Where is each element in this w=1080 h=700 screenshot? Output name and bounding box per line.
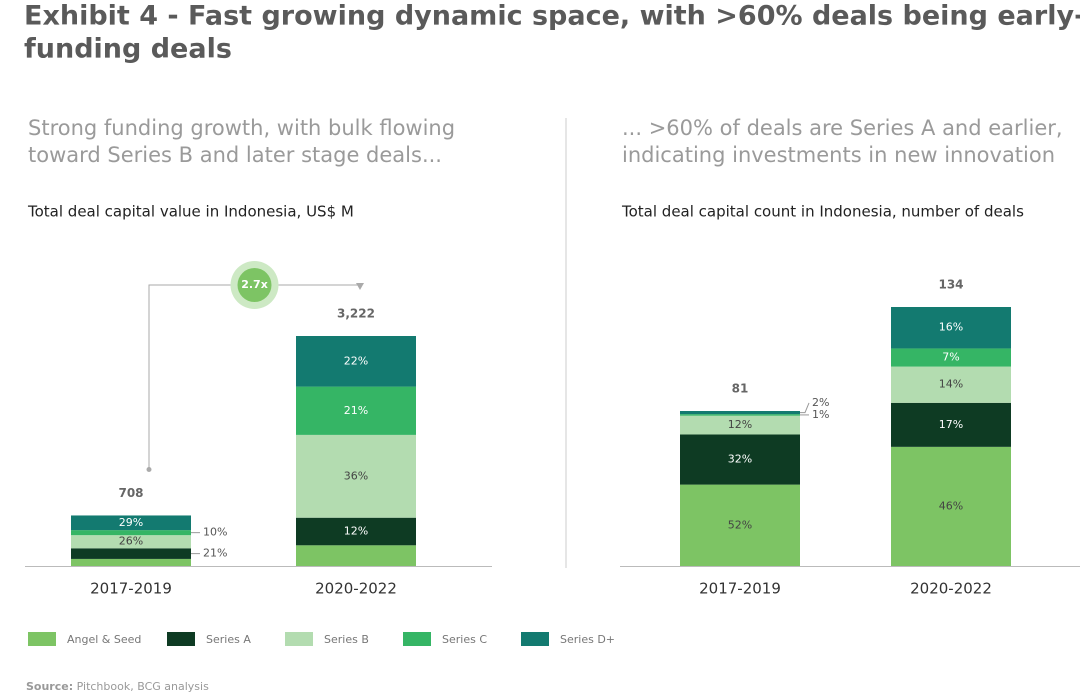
legend-swatch: [521, 632, 549, 646]
legend-swatch: [28, 632, 56, 646]
legend-swatch: [167, 632, 195, 646]
bar-segment: [71, 558, 191, 566]
total-label: 3,222: [337, 307, 375, 321]
bar-segment: [680, 415, 800, 435]
bar-segment: [891, 348, 1011, 367]
subtitle: indicating investments in new innovation: [622, 143, 1055, 167]
chart-title: Total deal capital value in Indonesia, U…: [27, 203, 354, 221]
bar-segment: [71, 515, 191, 531]
value-label: 21%: [203, 547, 227, 560]
bar-segment: [891, 307, 1011, 349]
value-label: 10%: [203, 526, 227, 539]
leader-line: [800, 402, 810, 414]
bar-segment: [71, 535, 191, 549]
bar-segment: [296, 336, 416, 387]
value-label: 12%: [728, 418, 752, 431]
category-label: 2017-2019: [699, 580, 781, 598]
value-label: 52%: [728, 518, 752, 531]
value-label: 29%: [119, 516, 143, 529]
subtitle: toward Series B and later stage deals...: [28, 143, 442, 167]
bar-segment: [296, 517, 416, 546]
subtitle: Strong funding growth, with bulk flowing: [28, 116, 455, 140]
annotation-badge: [237, 268, 272, 302]
total-label: 134: [938, 278, 963, 292]
source-label: Source:: [26, 680, 73, 693]
source-text: Pitchbook, BCG analysis: [77, 680, 209, 693]
value-label: 26%: [119, 535, 143, 548]
bar-segment: [680, 414, 800, 416]
bar-segment: [680, 434, 800, 485]
legend-swatch: [285, 632, 313, 646]
value-label: 1%: [812, 408, 829, 421]
legend-label: Series D+: [560, 633, 615, 646]
subtitle: ... >60% of deals are Series A and earli…: [622, 116, 1063, 140]
value-label: 2%: [812, 396, 829, 409]
category-label: 2020-2022: [910, 580, 992, 598]
value-label: 17%: [939, 418, 963, 431]
value-label: 21%: [344, 404, 368, 417]
value-label: 16%: [939, 321, 963, 334]
bar-segment: [891, 402, 1011, 447]
bar-segment: [891, 366, 1011, 403]
legend-label: Series A: [206, 633, 251, 646]
bar-segment: [296, 386, 416, 435]
value-label: 22%: [344, 354, 368, 367]
legend-label: Series C: [442, 633, 487, 646]
bar-segment: [71, 530, 191, 536]
chart-title: Total deal capital count in Indonesia, n…: [621, 203, 1024, 221]
total-label: 81: [732, 382, 749, 396]
legend-label: Series B: [324, 633, 369, 646]
value-label: 12%: [344, 525, 368, 538]
bar-segment: [296, 434, 416, 518]
value-label: 36%: [344, 469, 368, 482]
title-line: funding deals: [24, 34, 232, 65]
bar-segment: [891, 446, 1011, 566]
bar-segment: [680, 484, 800, 566]
category-label: 2020-2022: [315, 580, 397, 598]
annotation: 2.7x: [241, 278, 268, 291]
bracket-arrow: [356, 283, 364, 290]
legend-swatch: [403, 632, 431, 646]
total-label: 708: [118, 486, 143, 500]
value-label: 46%: [939, 499, 963, 512]
source: Source: Pitchbook, BCG analysis: [26, 680, 209, 693]
value-label: 32%: [728, 453, 752, 466]
value-label: 14%: [939, 378, 963, 391]
bar-segment: [296, 545, 416, 566]
category-label: 2017-2019: [90, 580, 172, 598]
bar-segment: [71, 548, 191, 559]
title-line: Exhibit 4 - Fast growing dynamic space, …: [24, 1, 1080, 32]
bar-segment: [680, 411, 800, 415]
value-label: 7%: [942, 351, 959, 364]
legend-label: Angel & Seed: [67, 633, 141, 646]
